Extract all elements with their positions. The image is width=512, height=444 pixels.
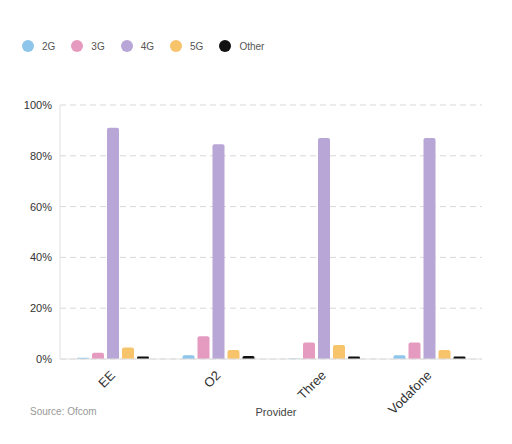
svg-text:0%: 0%: [36, 353, 52, 365]
html-text:4G: 4G: [140, 40, 154, 52]
html-text:Provider: Provider: [255, 406, 297, 418]
html-text:3G: 3G: [91, 40, 105, 52]
html-text:Other: Other: [239, 40, 265, 52]
svg-text:O2: O2: [201, 368, 224, 391]
svg-text:Vodafone: Vodafone: [385, 368, 434, 417]
svg-text:40%: 40%: [30, 251, 52, 263]
html-text:Source: Ofcom: Source: Ofcom: [30, 406, 97, 417]
html-text:5G: 5G: [190, 40, 204, 52]
svg-text:Three: Three: [294, 368, 329, 403]
html-text:2G: 2G: [42, 40, 56, 52]
svg-text:20%: 20%: [30, 302, 52, 314]
svg-text:80%: 80%: [30, 150, 52, 162]
svg-text:100%: 100%: [24, 99, 52, 111]
svg-text:60%: 60%: [30, 201, 52, 213]
svg-text:EE: EE: [95, 367, 118, 390]
